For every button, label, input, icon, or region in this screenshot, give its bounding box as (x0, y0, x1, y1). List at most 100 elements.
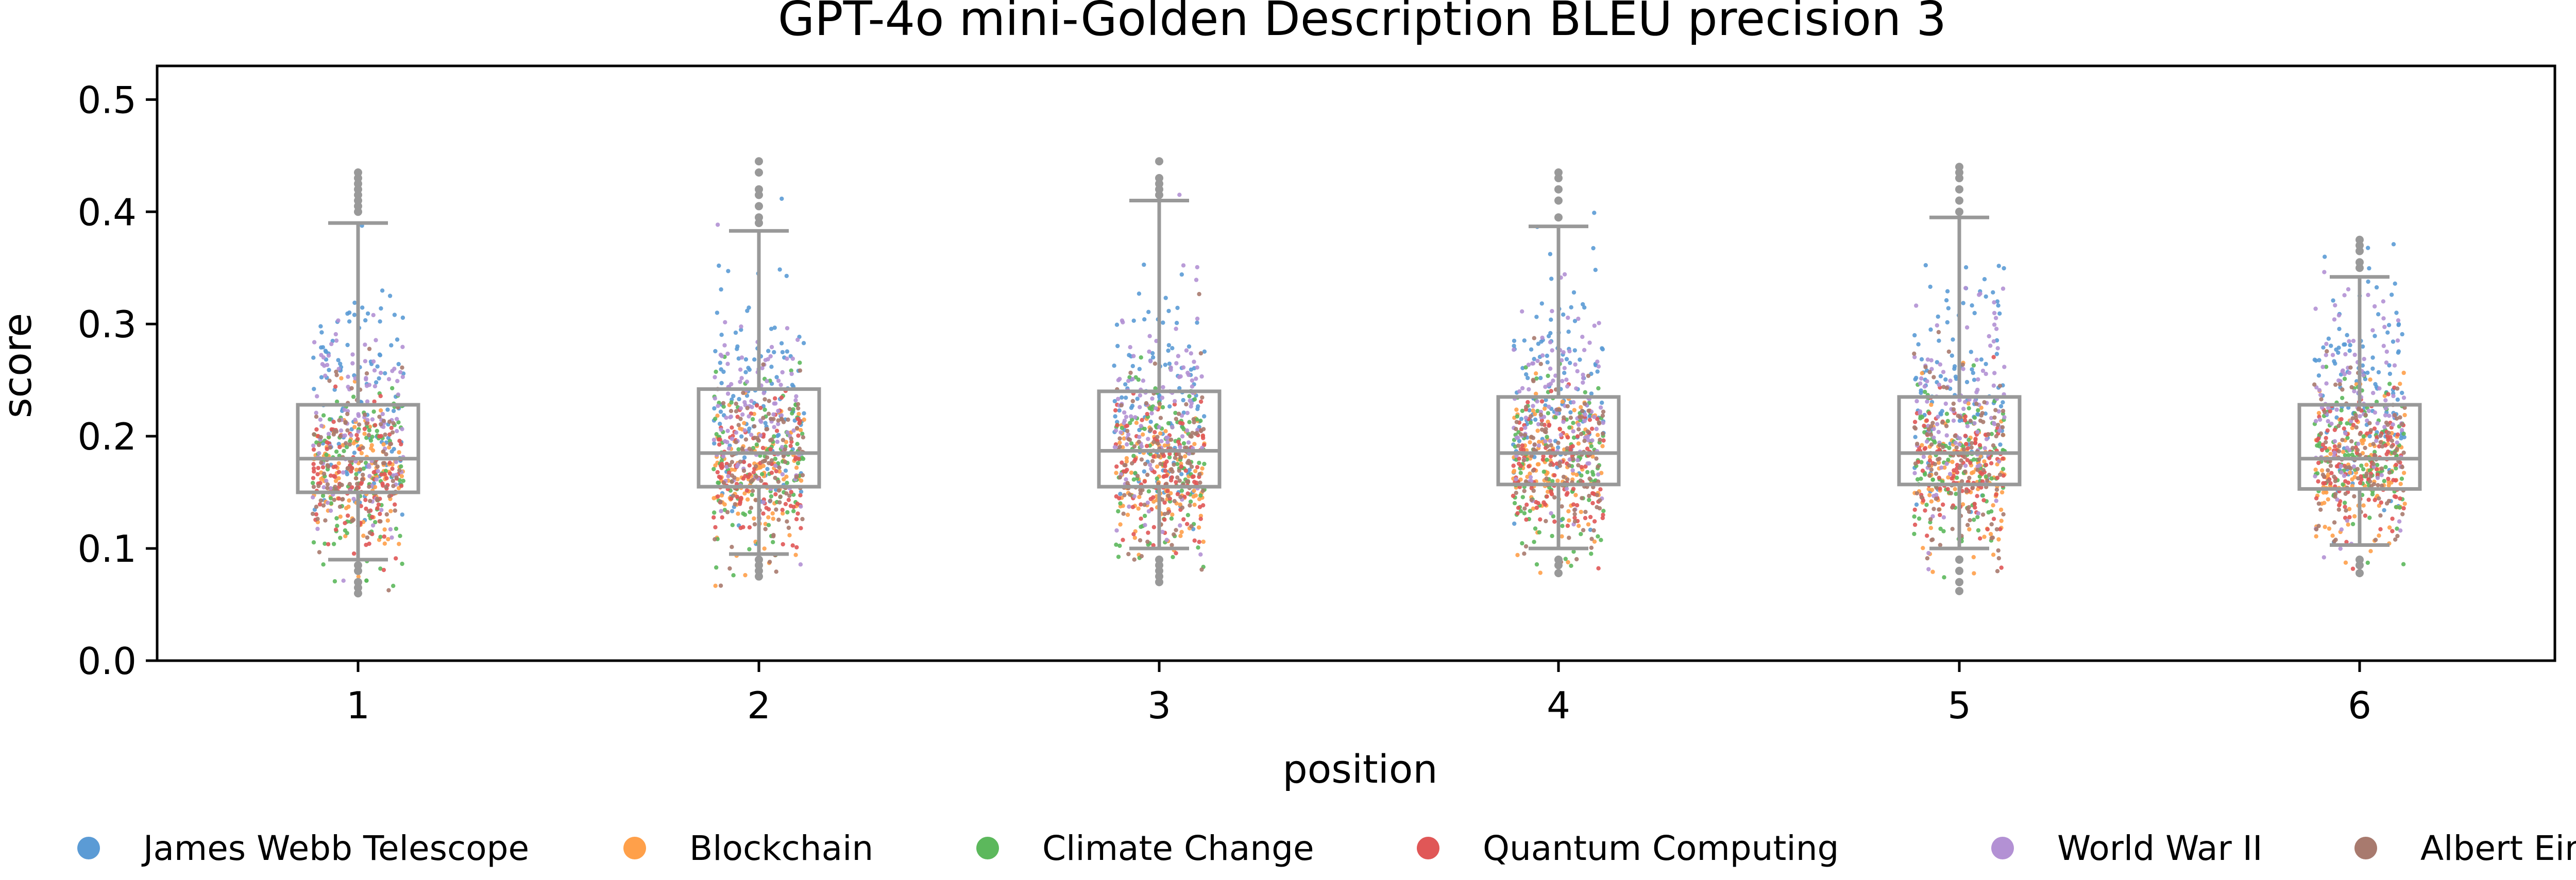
strip-point (2367, 515, 2372, 520)
strip-point (1941, 370, 1946, 374)
strip-point (362, 412, 367, 417)
strip-point (1174, 551, 1178, 556)
strip-point (1994, 326, 1999, 331)
strip-point (2336, 449, 2342, 454)
strip-point (1162, 512, 1167, 516)
strip-point (791, 509, 796, 513)
strip-point (2340, 387, 2345, 392)
strip-point (378, 422, 383, 427)
strip-point (1973, 505, 1977, 510)
outlier-point (2355, 561, 2364, 570)
strip-point (321, 413, 326, 418)
strip-point (1184, 402, 1189, 407)
strip-point (776, 422, 781, 426)
strip-point (390, 386, 395, 391)
strip-point (795, 337, 800, 342)
strip-point (319, 345, 324, 350)
strip-point (1524, 503, 1529, 507)
strip-point (1200, 489, 1205, 493)
strip-point (1589, 551, 1594, 556)
strip-point (2324, 381, 2329, 386)
strip-point (388, 509, 393, 513)
strip-point (798, 493, 803, 497)
strip-point (1950, 353, 1954, 358)
strip-point (1522, 433, 1528, 438)
strip-point (1980, 512, 1986, 517)
strip-point (1562, 415, 1566, 420)
strip-point (1931, 435, 1936, 440)
strip-point (355, 437, 360, 441)
strip-point (1581, 302, 1585, 307)
strip-point (1998, 507, 2004, 512)
strip-point (1534, 391, 1538, 396)
strip-point (1512, 469, 1517, 473)
strip-point (2331, 298, 2335, 303)
strip-point (1963, 265, 1969, 270)
strip-point (2382, 324, 2387, 330)
strip-point (2361, 373, 2366, 378)
strip-point (1963, 400, 1968, 404)
strip-point (1190, 378, 1195, 383)
strip-point (351, 496, 356, 502)
strip-point (1550, 479, 1555, 484)
strip-point (738, 498, 743, 503)
strip-point (1167, 452, 1172, 456)
strip-point (1927, 458, 1933, 463)
strip-point (1982, 459, 1987, 464)
strip-point (785, 480, 789, 485)
strip-point (787, 533, 792, 538)
strip-point (326, 542, 331, 547)
strip-point (1944, 461, 1949, 466)
strip-point (1955, 462, 1960, 468)
strip-point (794, 426, 800, 430)
strip-point (373, 520, 378, 525)
strip-point (2396, 318, 2401, 323)
strip-point (1193, 493, 1198, 498)
strip-point (1172, 462, 1176, 467)
strip-point (1126, 551, 1131, 557)
strip-point (1965, 523, 1970, 527)
strip-point (1541, 454, 1546, 459)
strip-point (1188, 461, 1192, 466)
strip-point (332, 474, 336, 478)
strip-point (1941, 515, 1946, 520)
strip-point (2386, 476, 2391, 481)
strip-point (328, 473, 333, 478)
strip-point (2367, 266, 2371, 271)
strip-point (2366, 279, 2370, 284)
strip-point (1976, 377, 1980, 382)
strip-point (2363, 412, 2368, 418)
strip-point (1521, 458, 1526, 462)
strip-point (319, 423, 324, 428)
strip-point (394, 556, 398, 561)
strip-point (336, 496, 342, 501)
strip-point (385, 518, 390, 523)
strip-point (1997, 311, 2002, 316)
strip-point (2343, 491, 2348, 496)
strip-point (1940, 420, 1945, 425)
strip-point (1951, 418, 1956, 423)
strip-point (1184, 428, 1190, 433)
strip-point (1976, 408, 1980, 412)
strip-point (2360, 344, 2365, 349)
strip-point (1171, 555, 1175, 560)
strip-point (1118, 492, 1123, 496)
strip-point (1139, 524, 1143, 529)
strip-point (1161, 385, 1165, 390)
strip-point (1977, 443, 1982, 447)
strip-point (1187, 394, 1192, 399)
strip-point (372, 384, 378, 389)
strip-point (1145, 501, 1150, 505)
strip-point (381, 424, 386, 429)
strip-point (717, 263, 721, 268)
strip-point (781, 542, 785, 547)
strip-point (1124, 477, 1128, 482)
strip-point (387, 442, 393, 446)
strip-point (1577, 524, 1581, 528)
strip-point (397, 468, 402, 473)
strip-point (1185, 522, 1190, 526)
strip-point (1992, 310, 1997, 316)
strip-point (2352, 514, 2357, 519)
strip-point (1914, 491, 1919, 496)
strip-point (778, 383, 783, 387)
